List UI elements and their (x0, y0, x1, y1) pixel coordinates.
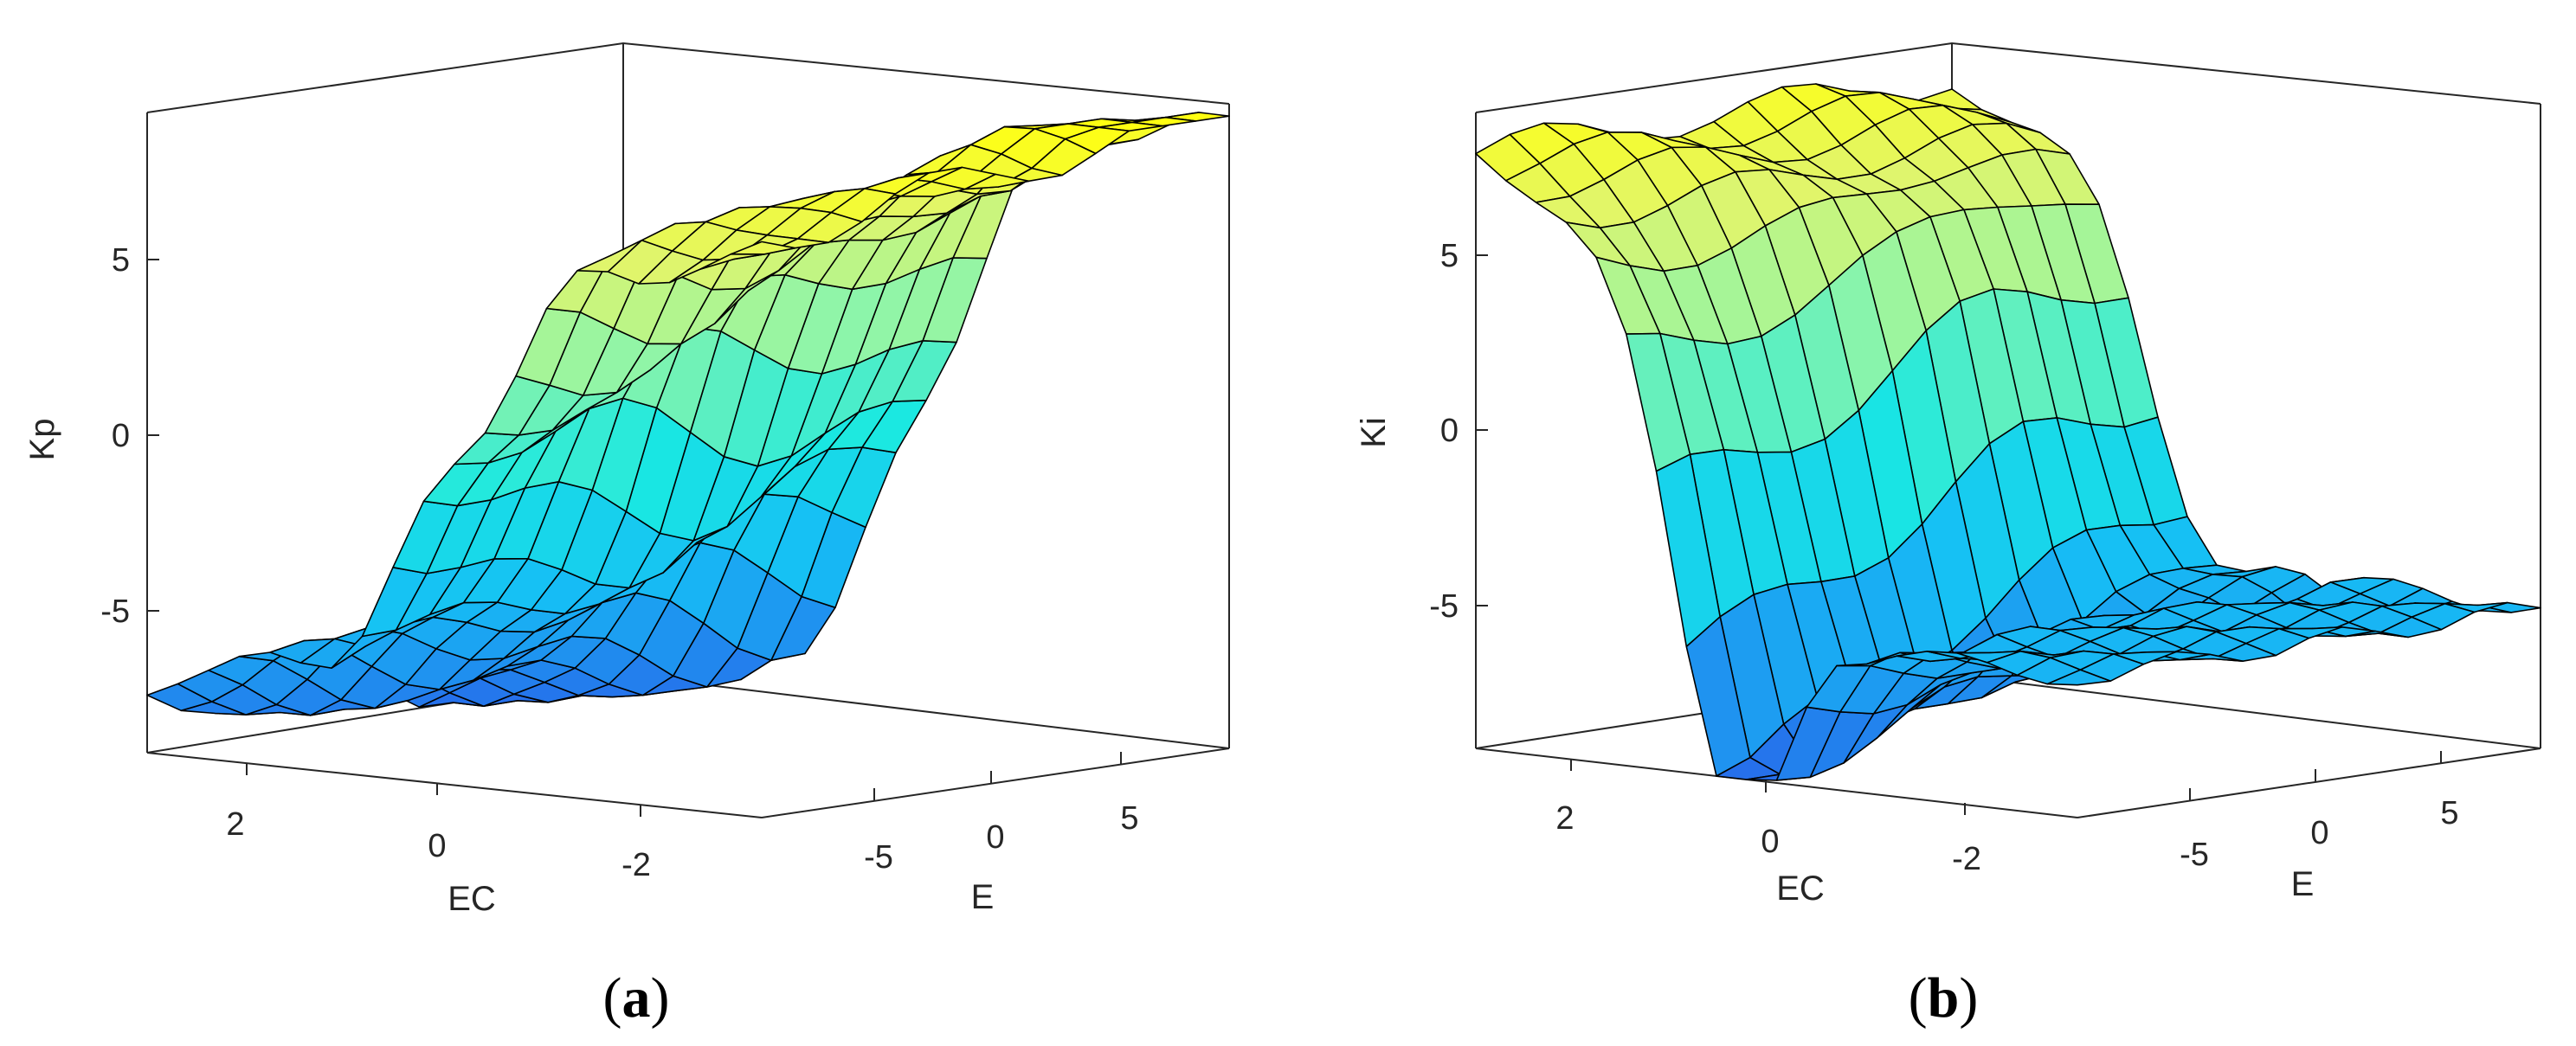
z-axis-b: 5 0 -5 Ki (1355, 238, 1488, 625)
y-axis-label-a: EC (448, 880, 496, 918)
x-axis-label-a: E (971, 878, 995, 916)
panel-letter-b: b (1928, 966, 1960, 1030)
z-tick-label: 0 (1440, 413, 1459, 449)
surface-cell (730, 241, 796, 255)
y-tick-label: 0 (428, 828, 446, 864)
surface-mesh-a (146, 112, 1230, 716)
panel-a: 5 0 -5 Kp 2 0 -2 EC -5 0 5 E (a) (23, 42, 1230, 1030)
z-tick-label: -5 (100, 594, 130, 630)
z-axis-label-a: Kp (23, 419, 61, 461)
y-tick-label: -2 (621, 847, 651, 883)
x-tick-label: -5 (864, 839, 893, 876)
x-axis-label-b: E (2291, 865, 2315, 903)
z-tick-label: 0 (112, 418, 130, 454)
z-tick-label: 5 (1440, 238, 1459, 274)
x-tick-label: -5 (2180, 837, 2209, 873)
y-tick-label: 2 (226, 806, 244, 843)
y-tick-label: 2 (1555, 800, 1574, 837)
panel-b: 5 0 -5 Ki 2 0 -2 EC -5 0 5 E (b) (1355, 42, 2541, 1030)
surface-cell (2046, 669, 2111, 686)
x-tick-label: 5 (2440, 795, 2458, 831)
surface-mesh-b (1475, 83, 2541, 781)
z-axis-a: 5 0 -5 Kp (23, 242, 159, 630)
panel-letter-a: a (622, 966, 651, 1030)
y-axis-label-b: EC (1776, 870, 1825, 908)
x-axis-b: -5 0 5 E (2180, 751, 2459, 903)
panel-caption-b: (b) (1909, 966, 1979, 1030)
z-axis-label-b: Ki (1355, 417, 1393, 448)
x-tick-label: 5 (1120, 800, 1138, 837)
z-tick-label: -5 (1429, 588, 1459, 625)
panel-caption-a: (a) (603, 966, 670, 1030)
y-tick-label: -2 (1952, 841, 1981, 877)
x-tick-label: 0 (2310, 815, 2328, 851)
x-axis-a: -5 0 5 E (864, 752, 1139, 916)
y-tick-label: 0 (1761, 824, 1779, 860)
z-tick-label: 5 (112, 242, 130, 279)
y-axis-b: 2 0 -2 EC (1555, 759, 1981, 908)
x-tick-label: 0 (986, 819, 1004, 856)
y-axis-a: 2 0 -2 EC (226, 763, 651, 918)
